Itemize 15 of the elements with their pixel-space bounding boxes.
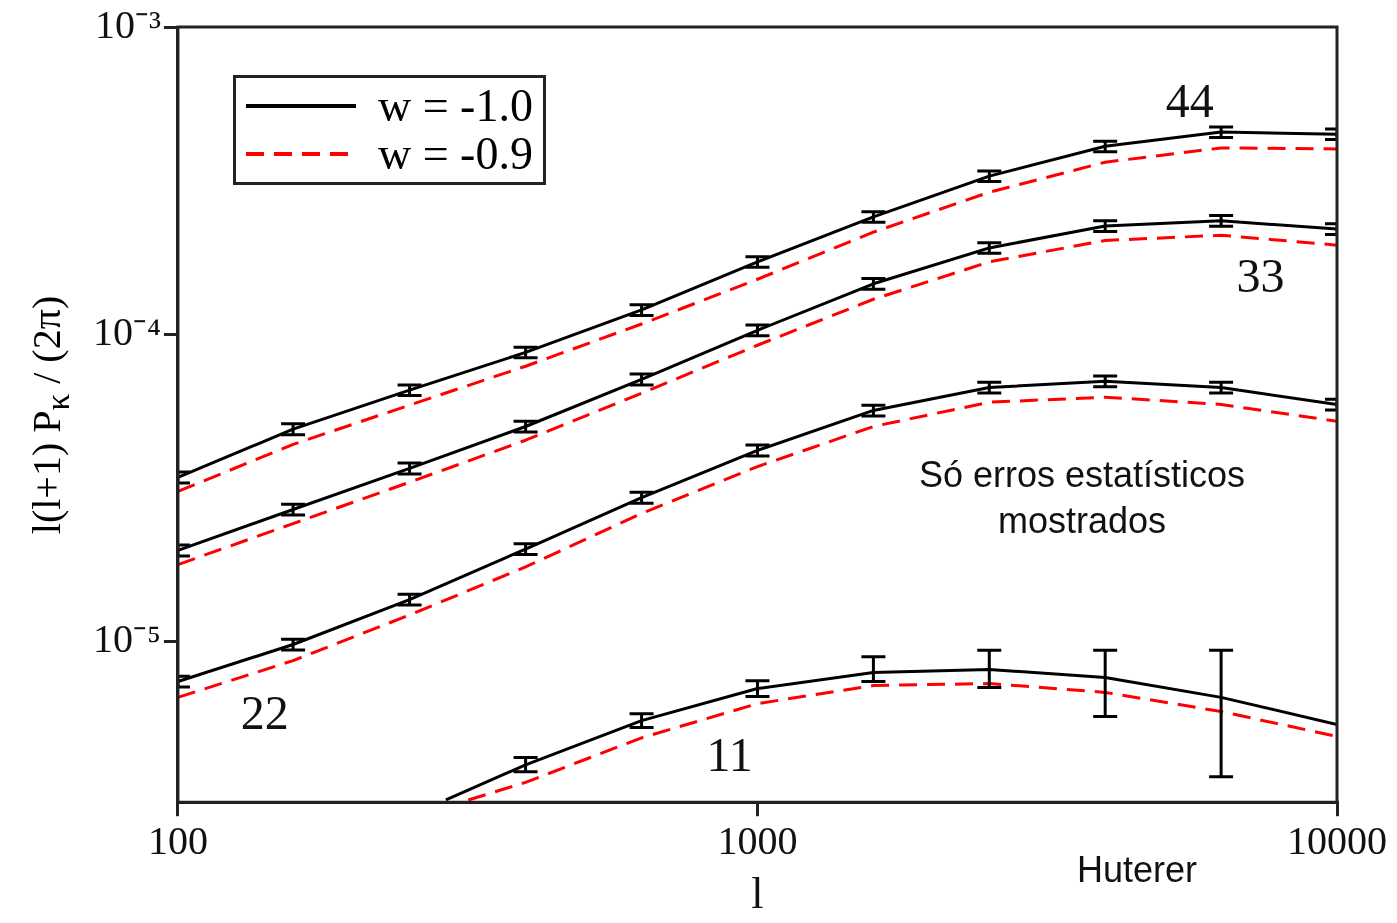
annotation: 22 — [240, 685, 289, 739]
text: Huterer — [1076, 849, 1198, 891]
y-tick-label: 10⁻⁵ — [92, 616, 161, 662]
legend-label: w = -0.9 — [377, 128, 533, 179]
x-tick-label: 1000 — [717, 817, 798, 863]
x-tick-label: 10000 — [1287, 817, 1387, 863]
x-tick-label: 100 — [147, 817, 208, 863]
x-axis-title: l — [751, 869, 764, 919]
annotation: 44 — [1165, 74, 1214, 128]
y-tick-label: 10⁻⁴ — [92, 308, 161, 354]
y-tick-label: 10⁻³ — [94, 1, 161, 47]
annotation: 11 — [706, 727, 753, 781]
annotation: 33 — [1236, 249, 1285, 303]
annotation: Só erros estatísticos mostrados — [918, 453, 1246, 541]
legend-label: w = -1.0 — [377, 80, 533, 131]
